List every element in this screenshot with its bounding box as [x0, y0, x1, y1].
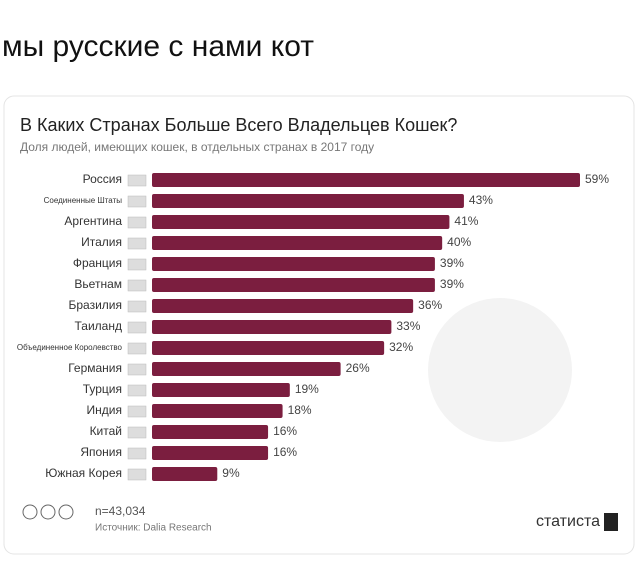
flag	[127, 258, 147, 271]
value-label: 43%	[469, 193, 493, 207]
flag	[127, 174, 147, 187]
cc-icon	[40, 504, 56, 520]
flag	[127, 279, 147, 292]
value-label: 39%	[440, 277, 464, 291]
post-caption: мы русские с нами кот	[2, 30, 314, 63]
chart-subtitle: Доля людей, имеющих кошек, в отдельных с…	[20, 140, 374, 154]
bar	[152, 257, 435, 271]
category-label: Индия	[87, 403, 122, 417]
sample-note: n=43,034	[95, 504, 146, 518]
category-label: Китай	[90, 424, 122, 438]
value-label: 19%	[295, 382, 319, 396]
category-label: Италия	[81, 235, 122, 249]
category-label: Германия	[68, 361, 122, 375]
value-label: 9%	[222, 466, 240, 480]
category-label: Таиланд	[75, 319, 122, 333]
category-label: Бразилия	[69, 298, 123, 312]
value-label: 41%	[454, 214, 478, 228]
category-label: Россия	[83, 172, 122, 186]
bar	[152, 278, 435, 292]
flag	[127, 363, 147, 376]
flag	[127, 384, 147, 397]
value-label: 33%	[396, 319, 420, 333]
bar	[152, 425, 269, 439]
value-label: 36%	[418, 298, 442, 312]
category-label: Объединенное Королевство	[17, 343, 123, 352]
flag	[127, 321, 147, 334]
category-label: Турция	[83, 382, 122, 396]
bar	[152, 215, 450, 229]
flag	[127, 447, 147, 460]
flag	[127, 342, 147, 355]
value-label: 59%	[585, 172, 609, 186]
bar	[152, 341, 385, 355]
flag	[127, 300, 147, 313]
flag	[127, 468, 147, 481]
flag	[127, 405, 147, 418]
value-label: 40%	[447, 235, 471, 249]
bar	[152, 236, 443, 250]
chart-title: В Каких Странах Больше Всего Владельцев …	[20, 115, 457, 135]
category-label: Франция	[73, 256, 122, 270]
value-label: 32%	[389, 340, 413, 354]
bar	[152, 446, 269, 460]
flag	[127, 426, 147, 439]
cc-icon	[22, 504, 38, 520]
bar	[152, 173, 580, 187]
bar	[152, 467, 218, 481]
value-label: 26%	[346, 361, 370, 375]
bar	[152, 383, 290, 397]
category-label: Южная Корея	[45, 466, 122, 480]
bar	[152, 404, 283, 418]
category-label: Соединенные Штаты	[44, 196, 123, 205]
bar	[152, 320, 392, 334]
bar	[152, 362, 341, 376]
category-label: Япония	[80, 445, 122, 459]
flag	[127, 216, 147, 229]
cc-icon	[58, 504, 74, 520]
category-label: Вьетнам	[74, 277, 122, 291]
cat-watermark	[428, 298, 572, 442]
source: Источник: Dalia Research	[95, 523, 212, 534]
flag	[127, 237, 147, 250]
bar	[152, 194, 464, 208]
flag	[127, 195, 147, 208]
value-label: 16%	[273, 424, 297, 438]
brand-logo	[604, 513, 618, 531]
value-label: 18%	[288, 403, 312, 417]
category-label: Аргентина	[64, 214, 122, 228]
value-label: 16%	[273, 445, 297, 459]
value-label: 39%	[440, 256, 464, 270]
brand: статиста	[536, 513, 600, 530]
bar	[152, 299, 414, 313]
